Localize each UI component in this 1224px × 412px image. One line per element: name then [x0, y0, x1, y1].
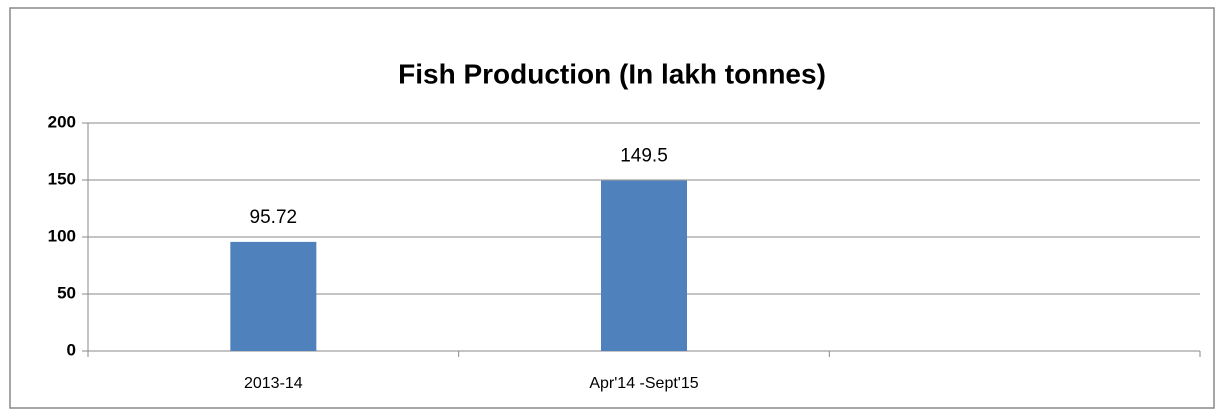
x-tick-label: Apr'14 -Sept'15 — [589, 375, 698, 392]
y-tick-label: 50 — [57, 283, 76, 302]
y-tick-label: 100 — [48, 226, 76, 245]
data-label: 149.5 — [620, 146, 668, 167]
y-tick-label: 200 — [48, 112, 76, 131]
chart-title: Fish Production (In lakh tonnes) — [398, 58, 826, 89]
y-tick-label: 150 — [48, 169, 76, 188]
bar — [601, 180, 687, 351]
y-tick-label: 0 — [67, 340, 76, 359]
bar — [230, 241, 317, 351]
data-label: 95.72 — [250, 207, 298, 228]
x-tick-label: 2013-14 — [244, 375, 303, 392]
